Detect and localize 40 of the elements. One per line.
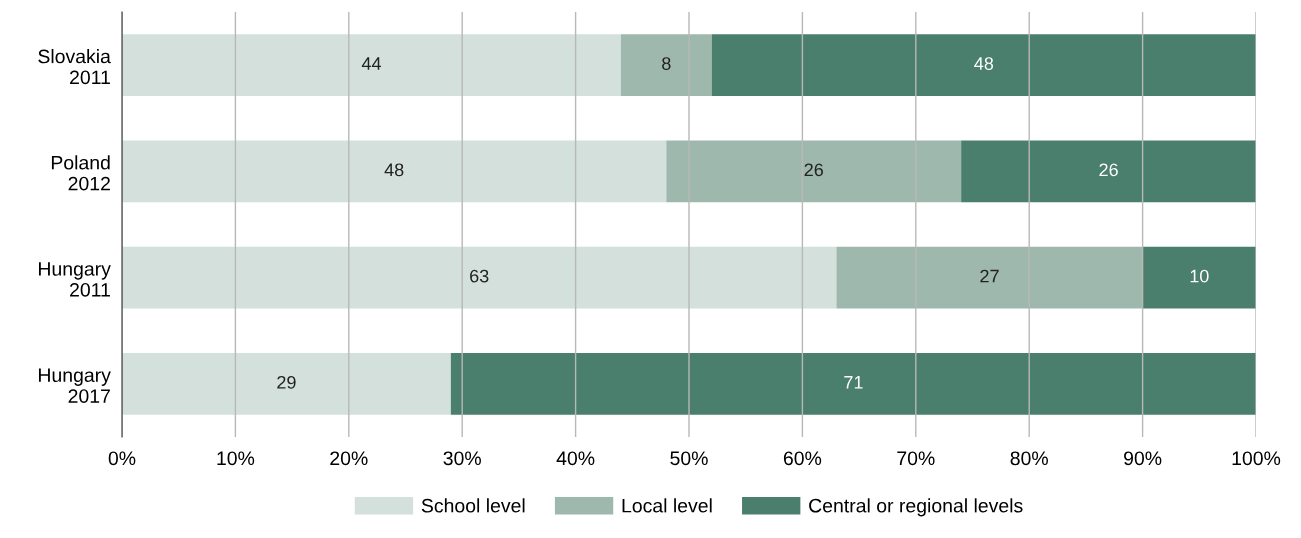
y-tick-label: Poland 2012 xyxy=(51,155,110,191)
data-label: 48 xyxy=(974,57,994,70)
data-label: 8 xyxy=(662,57,671,70)
x-tick-label: 80% xyxy=(1010,451,1048,466)
legend-label: Local level xyxy=(622,498,712,513)
data-label: 26 xyxy=(804,163,823,177)
bar xyxy=(1142,246,1256,309)
x-tick-label: 60% xyxy=(783,451,822,466)
data-label: 71 xyxy=(844,376,863,389)
bar xyxy=(961,140,1256,203)
data-label: 26 xyxy=(1099,163,1118,177)
x-tick-label: 0% xyxy=(108,451,136,466)
data-label: 10 xyxy=(1190,269,1209,283)
bar xyxy=(122,34,621,96)
bar xyxy=(666,140,962,203)
y-tick-label: Hungary 2017 xyxy=(38,368,111,403)
x-tick-label: 10% xyxy=(217,451,255,466)
x-tick-label: 40% xyxy=(556,451,595,466)
y-tick-label: Hungary 2011 xyxy=(38,262,111,297)
bar xyxy=(836,246,1143,309)
x-tick-label: 100% xyxy=(1232,451,1281,466)
bar xyxy=(711,34,1256,96)
x-tick-label: 30% xyxy=(443,451,481,466)
legend-label: Central or regional levels xyxy=(809,498,1023,517)
data-label: 44 xyxy=(361,57,381,70)
bar xyxy=(122,246,837,309)
x-tick-label: 90% xyxy=(1124,451,1162,466)
data-label: 63 xyxy=(470,269,489,283)
x-tick-label: 20% xyxy=(330,451,368,466)
legend-label: School level xyxy=(421,498,525,513)
data-label: 29 xyxy=(277,375,296,389)
bar xyxy=(122,353,451,415)
bar xyxy=(450,353,1256,415)
data-label: 48 xyxy=(384,163,404,177)
x-tick-label: 70% xyxy=(897,451,935,466)
x-tick-label: 50% xyxy=(670,451,708,466)
bar xyxy=(122,140,667,203)
data-label: 27 xyxy=(980,269,999,283)
y-tick-label: Slovakia 2011 xyxy=(38,49,111,85)
bar xyxy=(620,34,712,96)
